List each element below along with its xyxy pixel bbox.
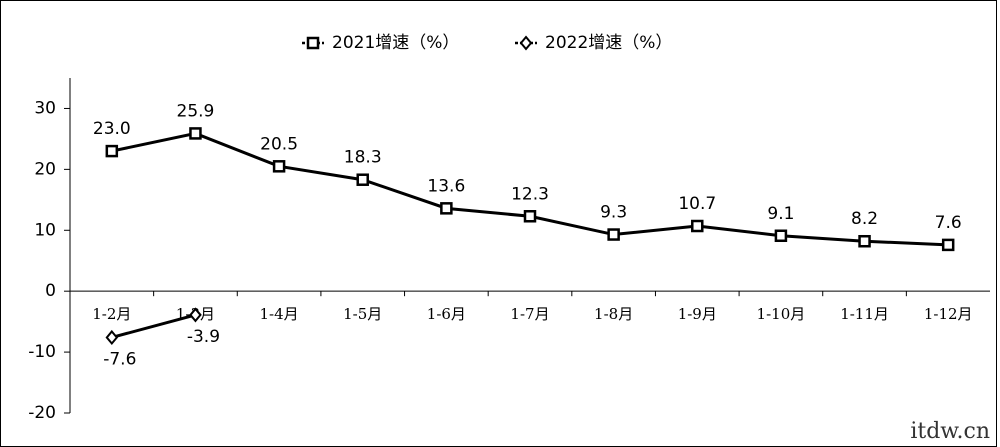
data-label: 9.1 (767, 204, 794, 224)
y-tick-label: 30 (34, 98, 56, 118)
legend-label: 2021增速（%） (332, 33, 459, 53)
marker (272, 160, 286, 173)
marker (941, 238, 955, 252)
legend-label: 2022增速（%） (545, 33, 672, 53)
data-label: -7.6 (103, 349, 136, 369)
marker (105, 144, 119, 158)
y-tick-label: -20 (28, 403, 56, 423)
x-tick-label: 1-11月 (840, 305, 889, 323)
y-tick-label: -10 (28, 342, 56, 362)
data-label: 18.3 (344, 148, 382, 168)
watermark: itdw.cn (910, 419, 990, 444)
series-line (111, 313, 196, 339)
y-tick-label: 10 (34, 220, 56, 240)
marker (189, 307, 202, 323)
x-tick-label: 1-2月 (92, 305, 131, 323)
data-label: 23.0 (93, 119, 131, 139)
marker (105, 329, 119, 346)
data-label: 13.6 (427, 176, 465, 196)
y-tick-label: 20 (34, 159, 56, 179)
x-tick-label: 1-12月 (924, 305, 973, 323)
data-label: 25.9 (177, 101, 215, 121)
x-tick-label: 1-4月 (260, 305, 299, 323)
marker (607, 228, 620, 241)
data-label: 20.5 (260, 134, 298, 154)
marker (519, 35, 533, 51)
x-tick-label: 1-8月 (594, 305, 633, 323)
x-tick-label: 1-6月 (427, 305, 466, 323)
marker (356, 173, 369, 186)
data-label: 8.2 (851, 209, 878, 229)
marker (523, 210, 537, 223)
data-label: 10.7 (678, 194, 716, 214)
marker (858, 234, 871, 248)
data-label: 7.6 (935, 213, 962, 233)
x-tick-label: 1-9月 (678, 305, 717, 323)
marker (440, 202, 453, 215)
x-tick-label: 1-7月 (510, 305, 549, 323)
marker (691, 219, 704, 233)
data-label: 9.3 (600, 203, 627, 223)
x-tick-label: 1-10月 (757, 305, 806, 323)
marker (774, 229, 788, 243)
x-tick-label: 1-5月 (343, 305, 382, 323)
y-tick-label: 0 (45, 281, 56, 301)
data-label: 12.3 (511, 184, 549, 204)
marker (189, 127, 202, 140)
marker (306, 36, 320, 50)
data-label: -3.9 (187, 327, 220, 347)
